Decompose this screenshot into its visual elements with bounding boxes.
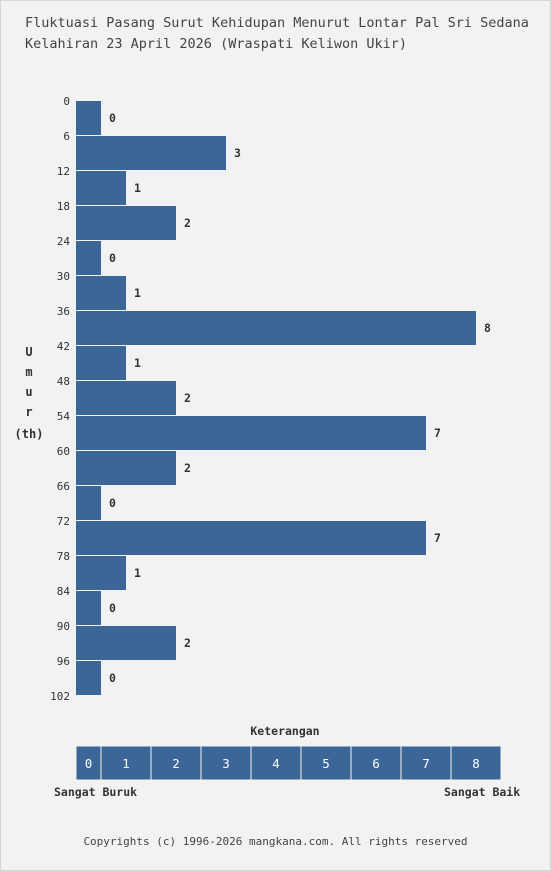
y-tick-label: 102 bbox=[50, 690, 70, 703]
y-tick-label: 54 bbox=[57, 410, 71, 423]
y-tick-label: 0 bbox=[63, 95, 70, 108]
legend-box-7 bbox=[400, 745, 452, 781]
y-axis-title-char: r bbox=[25, 405, 33, 419]
bar-54 bbox=[76, 416, 426, 450]
bar-24 bbox=[76, 241, 101, 275]
bar-30 bbox=[76, 276, 126, 310]
bar-value-label: 1 bbox=[134, 286, 141, 300]
legend-box-2 bbox=[150, 745, 202, 781]
bar-60 bbox=[76, 451, 176, 485]
legend-box-label: 7 bbox=[422, 756, 430, 771]
chart-title: Fluktuasi Pasang Surut Kehidupan Menurut… bbox=[25, 13, 540, 55]
bar-36 bbox=[76, 311, 476, 345]
legend-box-label: 8 bbox=[472, 756, 480, 771]
bar-value-label: 2 bbox=[184, 216, 191, 230]
y-tick-label: 18 bbox=[57, 200, 70, 213]
y-tick-label: 60 bbox=[57, 445, 70, 458]
y-tick-label: 24 bbox=[57, 235, 71, 248]
bar-value-label: 2 bbox=[184, 461, 191, 475]
bar-96 bbox=[76, 661, 101, 695]
legend-box-label: 4 bbox=[272, 756, 280, 771]
bar-value-label: 0 bbox=[109, 601, 116, 615]
bar-value-label: 1 bbox=[134, 181, 141, 195]
bar-value-label: 2 bbox=[184, 636, 191, 650]
bar-48 bbox=[76, 381, 176, 415]
y-axis-title: U m u r (th) bbox=[12, 342, 46, 444]
bar-value-label: 8 bbox=[484, 321, 491, 335]
legend-high-label: Sangat Baik bbox=[444, 785, 521, 799]
y-tick-label: 66 bbox=[57, 480, 70, 493]
bar-72 bbox=[76, 521, 426, 555]
legend-box-label: 6 bbox=[372, 756, 380, 771]
chart-title-line-1: Fluktuasi Pasang Surut Kehidupan Menurut… bbox=[25, 15, 529, 31]
y-tick-label: 84 bbox=[57, 585, 71, 598]
y-tick-label: 90 bbox=[57, 620, 70, 633]
bar-84 bbox=[76, 591, 101, 625]
y-tick-label: 30 bbox=[57, 270, 70, 283]
legend-box-5 bbox=[300, 745, 352, 781]
legend-box-label: 3 bbox=[222, 756, 230, 771]
y-axis-title-char: U bbox=[25, 345, 33, 359]
y-tick-label: 48 bbox=[57, 375, 70, 388]
bar-value-label: 0 bbox=[109, 111, 116, 125]
y-axis-title-char: u bbox=[25, 385, 33, 399]
legend-box-label: 0 bbox=[85, 756, 93, 771]
bar-value-label: 7 bbox=[434, 426, 441, 440]
bar-6 bbox=[76, 136, 226, 170]
bar-12 bbox=[76, 171, 126, 205]
chart-title-line-2: Kelahiran 23 April 2026 (Wraspati Keliwo… bbox=[25, 36, 408, 52]
legend-box-3 bbox=[200, 745, 252, 781]
y-tick-label: 36 bbox=[57, 305, 70, 318]
y-axis-title-char: (th) bbox=[14, 427, 44, 441]
y-tick-label: 78 bbox=[57, 550, 70, 563]
bar-90 bbox=[76, 626, 176, 660]
y-tick-label: 96 bbox=[57, 655, 70, 668]
legend-title: Keterangan bbox=[250, 724, 320, 738]
legend-box-1 bbox=[100, 745, 152, 781]
legend-box-label: 1 bbox=[122, 756, 130, 771]
legend-box-6 bbox=[350, 745, 402, 781]
legend-box-8 bbox=[450, 745, 502, 781]
y-tick-label: 42 bbox=[57, 340, 70, 353]
y-tick-label: 6 bbox=[63, 130, 70, 143]
bar-value-label: 1 bbox=[134, 356, 141, 370]
bar-0 bbox=[76, 101, 101, 135]
bar-value-label: 2 bbox=[184, 391, 191, 405]
bar-value-label: 0 bbox=[109, 251, 116, 265]
bar-value-label: 1 bbox=[134, 566, 141, 580]
y-tick-label: 12 bbox=[57, 165, 70, 178]
bar-value-label: 0 bbox=[109, 496, 116, 510]
bar-78 bbox=[76, 556, 126, 590]
bar-66 bbox=[76, 486, 101, 520]
bar-value-label: 3 bbox=[234, 146, 241, 160]
legend-low-label: Sangat Buruk bbox=[54, 785, 138, 799]
bar-value-label: 7 bbox=[434, 531, 441, 545]
y-tick-label: 72 bbox=[57, 515, 70, 528]
bar-42 bbox=[76, 346, 126, 380]
bar-value-label: 0 bbox=[109, 671, 116, 685]
legend-box-label: 5 bbox=[322, 756, 330, 771]
bar-18 bbox=[76, 206, 176, 240]
y-axis-title-char: m bbox=[25, 365, 33, 379]
footer-copyright: Copyrights (c) 1996-2026 mangkana.com. A… bbox=[83, 835, 468, 848]
legend-box-label: 2 bbox=[172, 756, 180, 771]
